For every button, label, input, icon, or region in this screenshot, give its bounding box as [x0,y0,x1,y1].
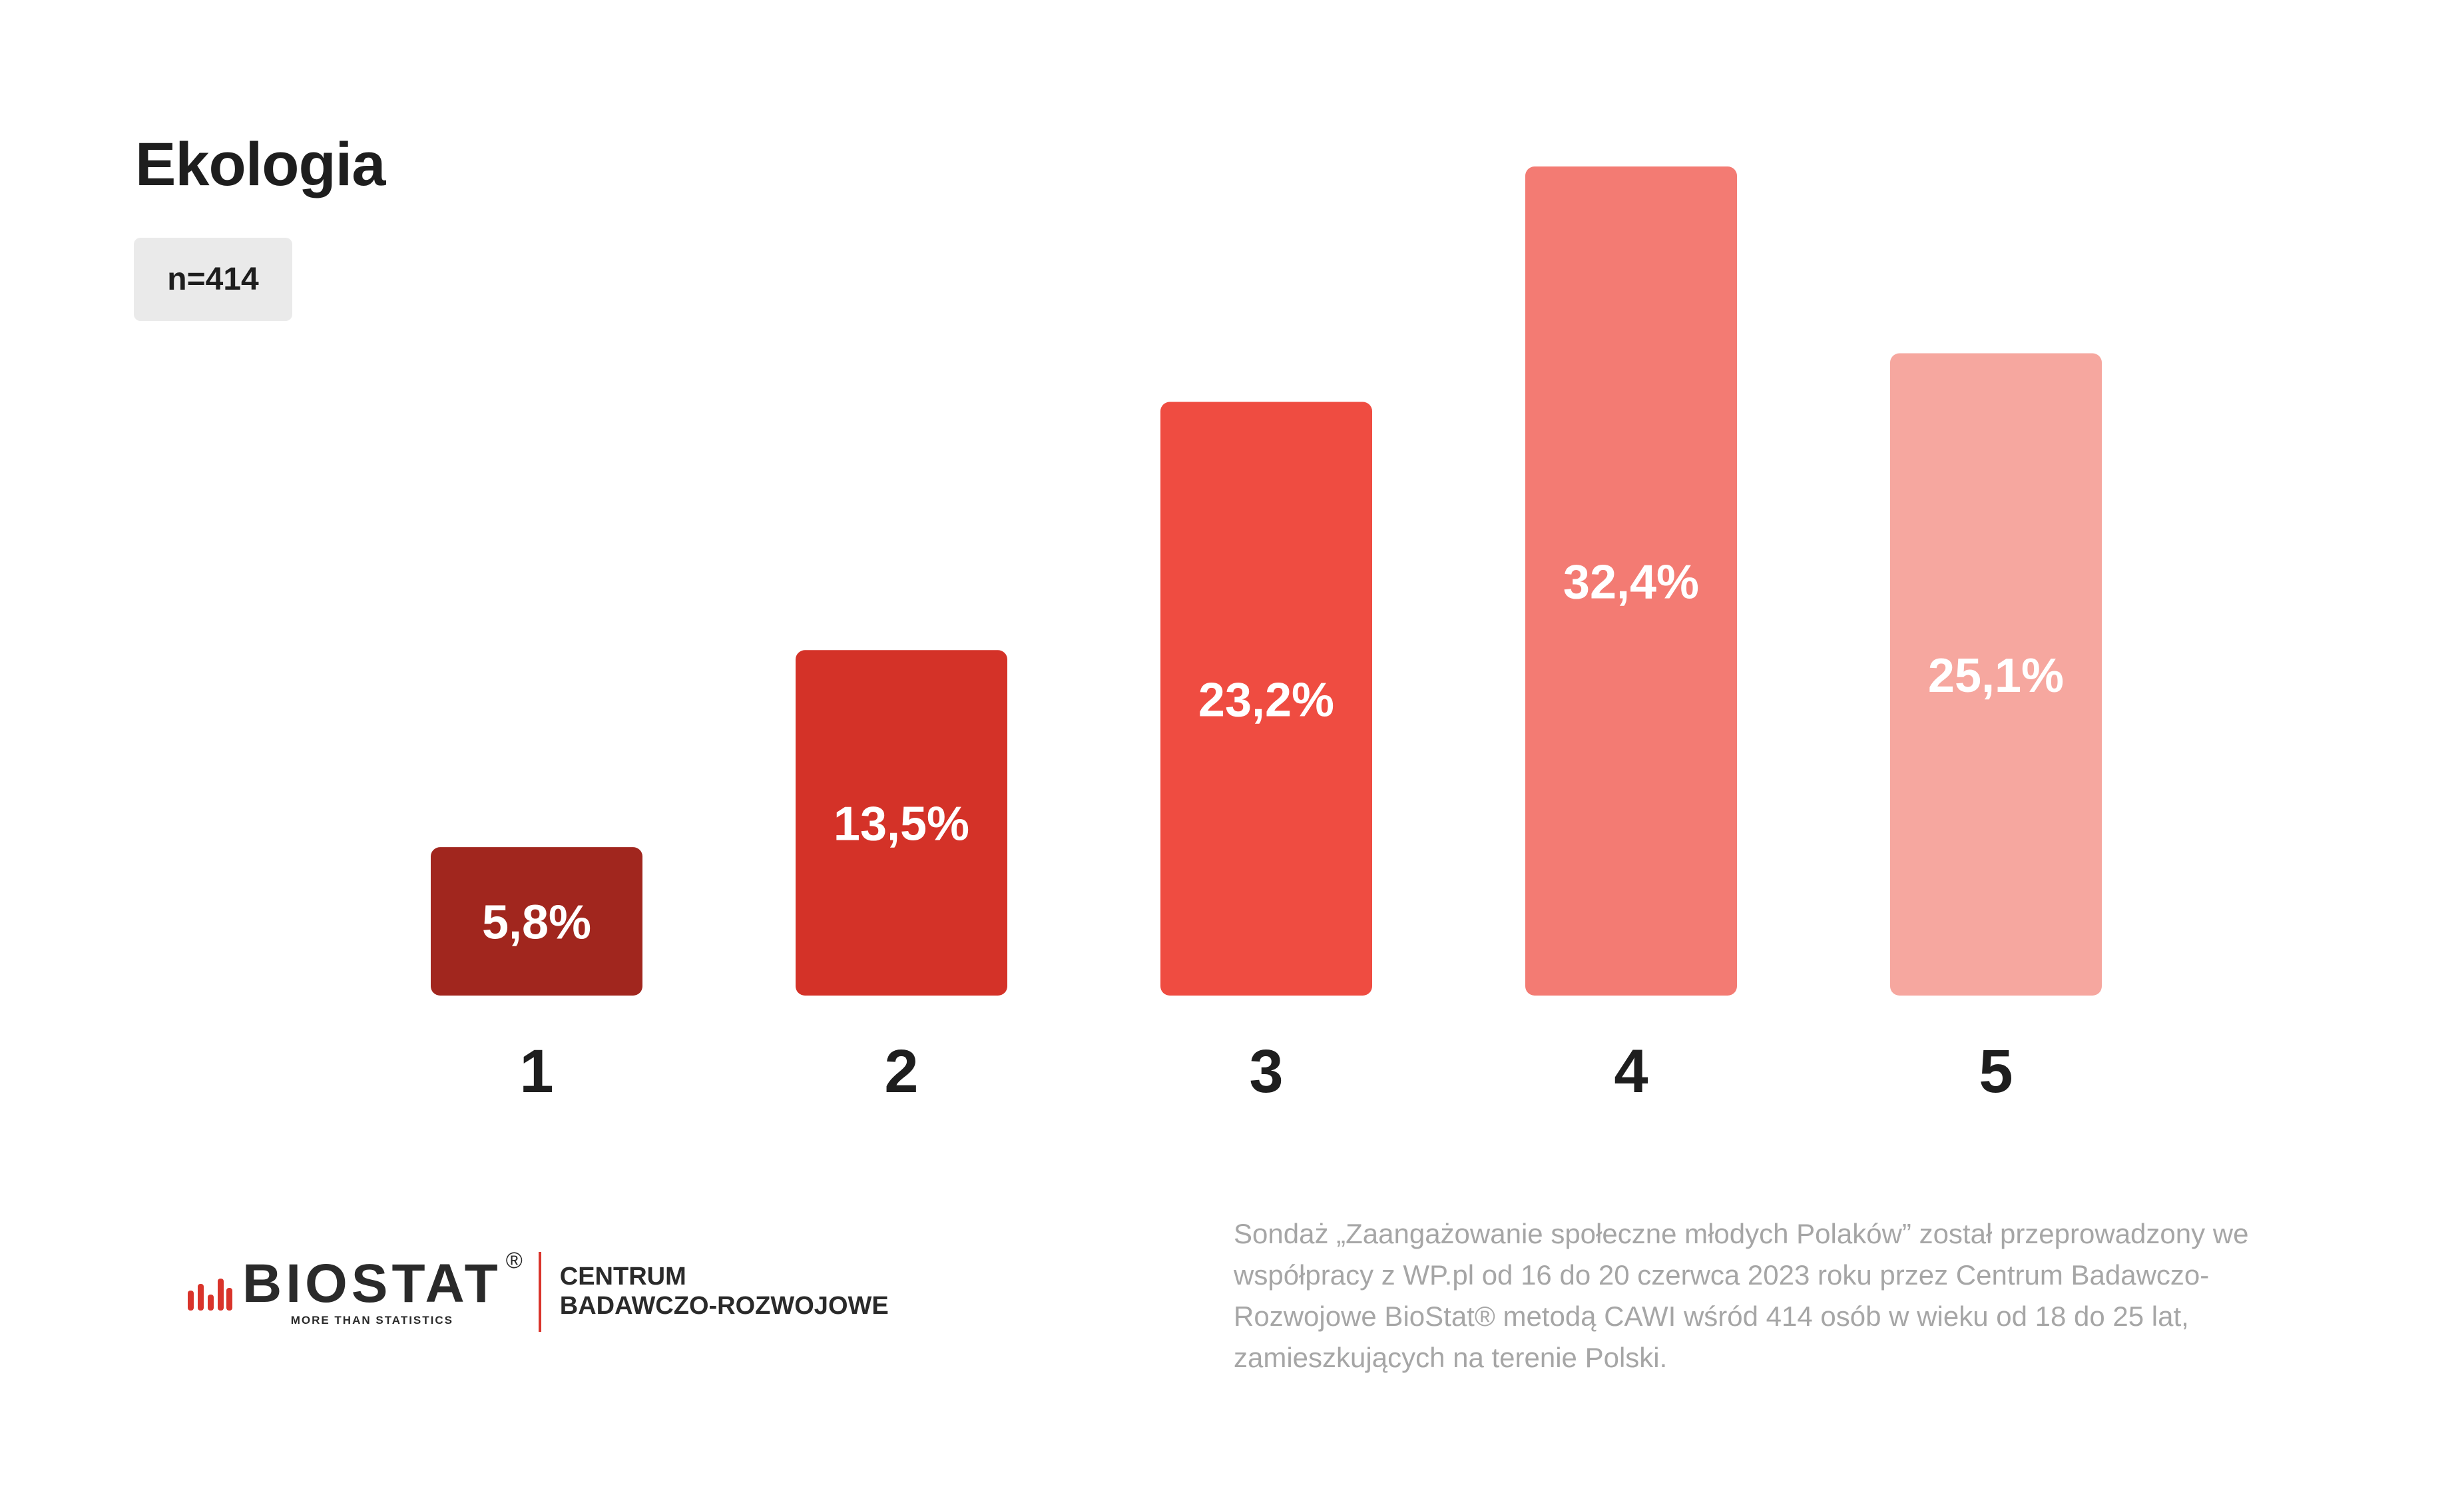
biostat-logo: BIOSTAT MORE THAN STATISTICS ® CENTRUM B… [186,1248,889,1332]
logo-divider [538,1252,541,1332]
x-tick-label-5: 5 [1979,1038,2013,1105]
logo-wordmark: BIOSTAT MORE THAN STATISTICS [242,1257,502,1327]
bar-value-label-1: 5,8% [482,896,591,950]
x-tick-label-2: 2 [884,1038,918,1105]
x-tick-label-3: 3 [1249,1038,1283,1105]
logo-bars-icon [188,1279,232,1311]
x-tick-label-1: 1 [519,1038,553,1105]
chart-title: Ekologia [135,131,385,198]
x-tick-label-4: 4 [1614,1038,1648,1105]
bar-value-label-4: 32,4% [1563,556,1699,609]
logo-unit-line2: BADAWCZO-ROZWOJOWE [559,1292,889,1320]
bar-4 [1525,166,1737,996]
logo-name: BIOSTAT [242,1253,502,1314]
bar-3 [1160,402,1372,996]
bar-value-label-3: 23,2% [1198,673,1334,727]
logo-unit-line1: CENTRUM [559,1263,686,1291]
bar-value-label-5: 25,1% [1928,649,2064,703]
sample-size-badge: n=414 [134,238,292,321]
bar-value-label-2: 13,5% [834,798,969,851]
bar-2 [796,650,1007,996]
logo-unit-name: CENTRUM BADAWCZO-ROZWOJOWE [560,1263,889,1321]
bar-1 [431,847,642,996]
survey-footnote: Sondaż „Zaangażowanie społeczne młodych … [1234,1218,2249,1373]
logo-tagline: MORE THAN STATISTICS [290,1314,453,1327]
registered-mark: ® [505,1248,523,1273]
bar-5 [1890,353,2102,996]
